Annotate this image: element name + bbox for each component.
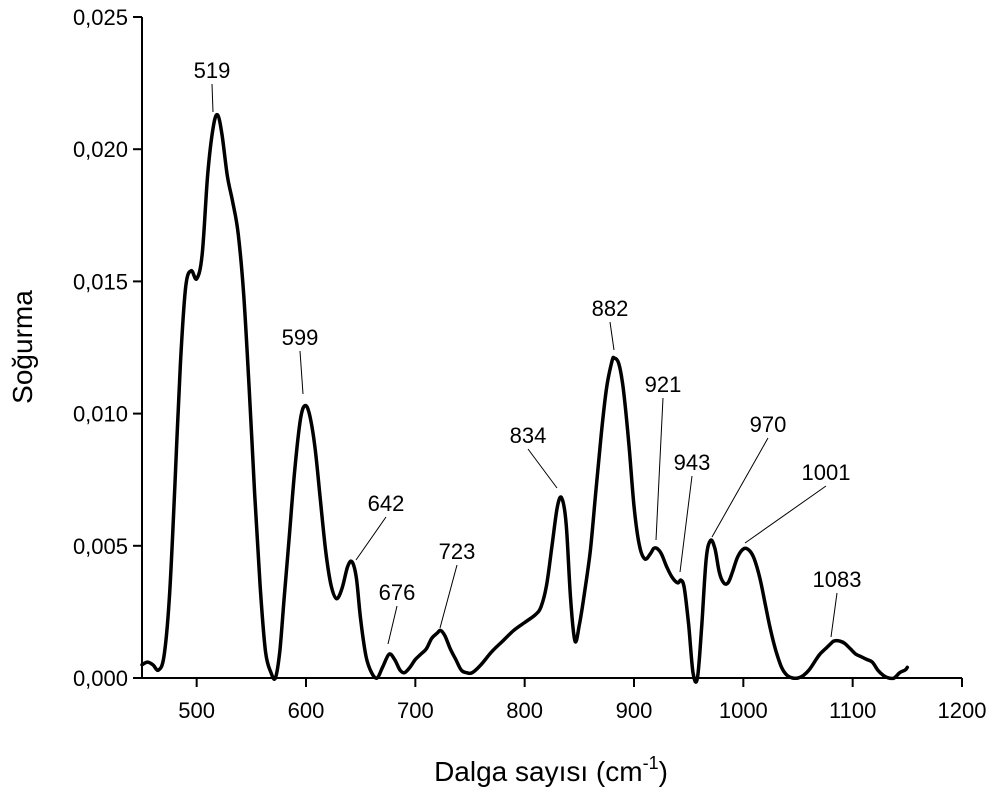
y-tick-label: 0,015: [73, 269, 128, 294]
peak-label: 642: [368, 491, 405, 516]
peak-label: 921: [645, 372, 682, 397]
peak-label: 1001: [802, 460, 851, 485]
peak-label: 676: [379, 580, 416, 605]
peak-leader-line: [211, 83, 214, 113]
x-axis-title: Dalga sayısı (cm-1): [434, 753, 668, 787]
y-tick-label: 0,010: [73, 402, 128, 427]
peak-leader-line: [439, 564, 458, 629]
y-ticks: 0,000 0,005 0,010 0,015 0,020 0,025: [73, 5, 142, 691]
y-tick-label: 0,025: [73, 5, 128, 30]
peak-label: 599: [282, 325, 319, 350]
peak-label: 834: [510, 423, 547, 448]
peak-leader-line: [711, 437, 769, 538]
y-tick-label: 0,000: [73, 666, 128, 691]
x-tick-label: 700: [397, 698, 434, 723]
peak-label: 882: [592, 296, 629, 321]
absorbance-curve: [140, 112, 910, 684]
peak-leader-line: [744, 485, 827, 544]
x-tick-label: 1100: [829, 698, 876, 723]
peak-label: 970: [750, 412, 787, 437]
y-tick-label: 0,005: [73, 534, 128, 559]
axes: [141, 17, 962, 679]
x-tick-label: 500: [178, 698, 215, 723]
peak-leader-line: [527, 448, 558, 489]
y-axis-title: Soğurma: [7, 290, 38, 404]
x-tick-label: 1200: [938, 698, 987, 723]
peak-label: 519: [194, 58, 231, 83]
peak-leader-line: [299, 350, 304, 395]
x-tick-label: 900: [616, 698, 653, 723]
x-tick-label: 600: [288, 698, 325, 723]
peak-label: 723: [439, 539, 476, 564]
x-ticks: 500 600 700 800 900 1000 1100 1200: [178, 678, 986, 723]
peak-labels: 519 599 642 676 723 834 882 921 943 970 1001 1083: [194, 58, 862, 645]
peak-leader-line: [679, 475, 693, 573]
peak-leader-line: [655, 397, 664, 541]
peak-leader-line: [387, 605, 398, 645]
x-tick-label: 1000: [719, 698, 768, 723]
peak-label: 943: [674, 450, 711, 475]
peak-leader-line: [830, 592, 838, 638]
peak-leader-line: [355, 516, 387, 561]
y-tick-label: 0,020: [73, 137, 128, 162]
peak-leader-line: [609, 321, 615, 351]
peak-label: 1083: [813, 567, 862, 592]
x-tick-label: 800: [506, 698, 543, 723]
